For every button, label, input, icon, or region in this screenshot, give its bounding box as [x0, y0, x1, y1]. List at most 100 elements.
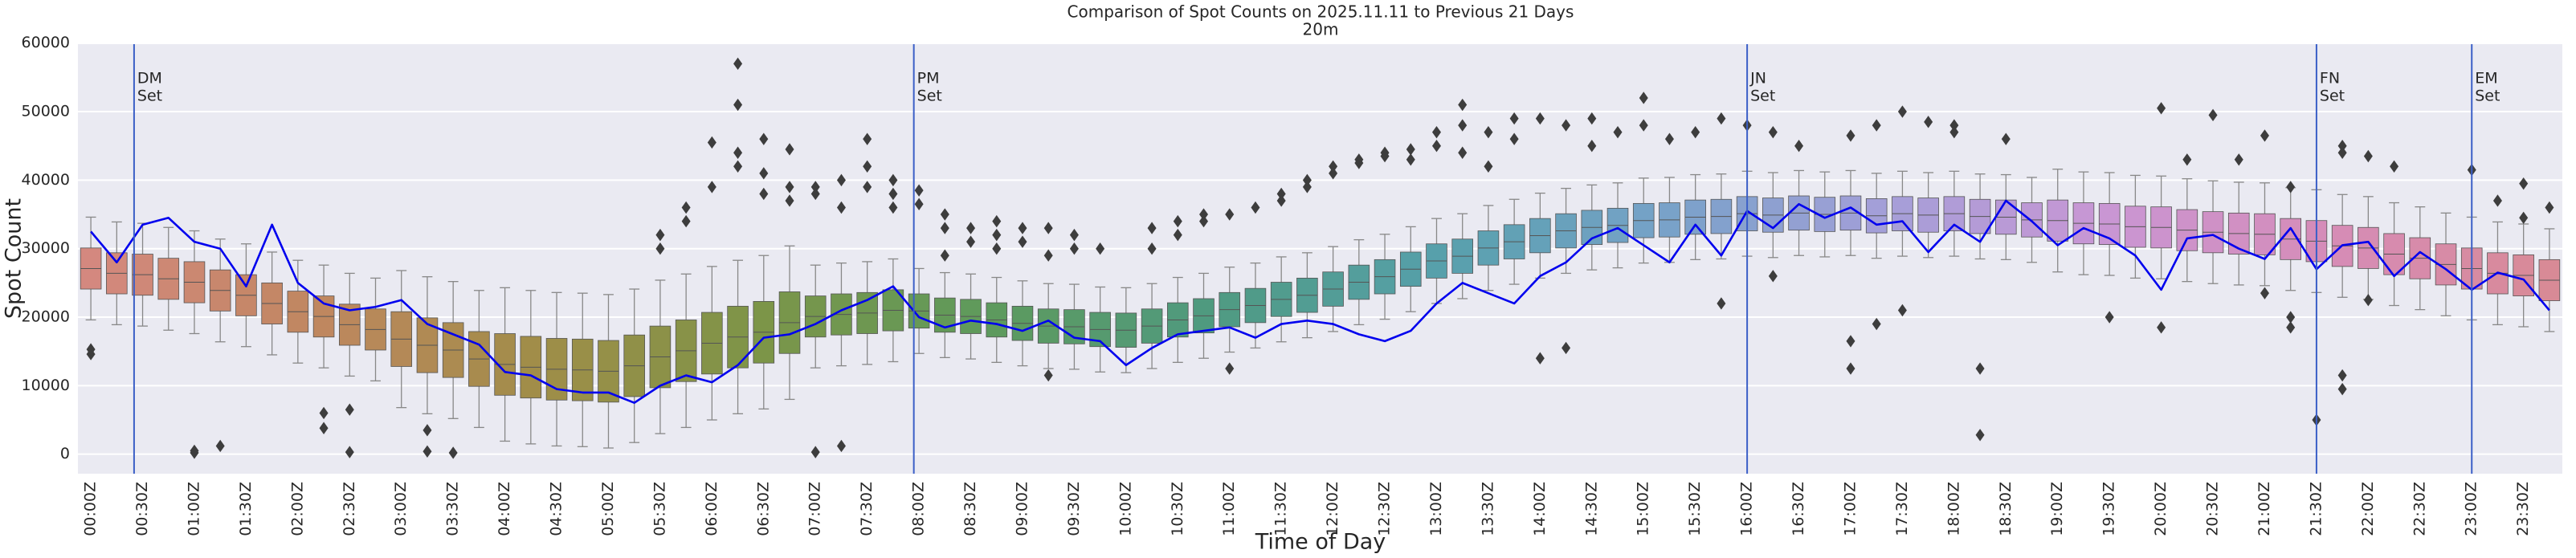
y-tick-label: 40000 [22, 171, 70, 189]
outlier [1302, 181, 1312, 193]
outlier [1431, 140, 1441, 153]
x-tick-label: 19:30Z [2100, 482, 2118, 536]
x-tick-label: 12:30Z [1376, 482, 1394, 536]
outlier [1069, 242, 1079, 255]
outlier [2545, 201, 2554, 214]
marker-label: EM [2475, 70, 2497, 88]
outlier [1043, 222, 1053, 234]
outlier [655, 228, 665, 242]
x-tick-label: 01:00Z [185, 482, 202, 536]
outlier [2208, 108, 2218, 122]
outlier [2337, 140, 2347, 153]
outlier [863, 181, 872, 193]
outlier [2286, 181, 2296, 193]
outlier [733, 98, 743, 112]
outlier [1664, 132, 1674, 145]
outlier [2157, 102, 2166, 115]
x-tick-label: 21:30Z [2307, 482, 2325, 536]
outlier [966, 222, 976, 234]
outlier [1276, 194, 1286, 207]
y-tick-label: 20000 [22, 308, 70, 326]
outlier [1535, 352, 1545, 365]
outlier [1562, 341, 1571, 355]
outlier [1897, 105, 1907, 118]
outlier [1768, 125, 1778, 139]
outlier [836, 439, 846, 453]
outlier [759, 132, 769, 145]
outlier [86, 343, 96, 356]
outlier [1509, 132, 1519, 145]
x-tick-label: 03:30Z [444, 482, 462, 536]
outlier [1458, 119, 1468, 132]
outlier [785, 143, 794, 156]
marker-label: DM [137, 70, 162, 88]
outlier [1768, 270, 1778, 283]
outlier [2001, 132, 2011, 145]
outlier [1069, 228, 1079, 242]
outlier [836, 201, 846, 214]
outlier [992, 214, 1002, 228]
outlier [1225, 362, 1235, 375]
outlier [2363, 293, 2373, 307]
outlier [1975, 362, 1985, 375]
outlier [810, 187, 820, 201]
outlier [1949, 119, 1959, 132]
outlier [319, 406, 329, 420]
x-axis-label: Time of Day [1255, 530, 1386, 555]
x-tick-label: 17:30Z [1893, 482, 1911, 536]
outlier [707, 136, 716, 149]
x-tick-label: 23:00Z [2463, 482, 2480, 536]
marker-label: JN [1749, 70, 1766, 88]
outlier [2337, 369, 2347, 382]
chart-title: Comparison of Spot Counts on 2025.11.11 … [1068, 2, 1574, 22]
outlier [1018, 235, 1027, 248]
outlier [707, 181, 716, 193]
outlier [836, 173, 846, 187]
x-tick-label: 00:30Z [133, 482, 151, 536]
x-tick-label: 04:00Z [496, 482, 513, 536]
outlier [1717, 297, 1726, 310]
outlier [1484, 160, 1493, 173]
outlier [1147, 222, 1157, 234]
outlier [1406, 153, 1415, 166]
outlier [759, 187, 769, 201]
outlier [1329, 167, 1338, 180]
outlier [345, 403, 354, 416]
outlier [1406, 143, 1415, 156]
outlier [2234, 153, 2243, 166]
outlier [914, 184, 924, 197]
outlier [863, 132, 872, 145]
x-tick-label: 15:00Z [1635, 482, 1652, 536]
outlier [733, 57, 743, 71]
outlier [1562, 119, 1571, 132]
outlier [2286, 321, 2296, 334]
outlier [1276, 187, 1286, 201]
x-tick-label: 14:30Z [1582, 482, 1600, 536]
outlier [888, 187, 898, 201]
x-tick-label: 22:30Z [2411, 482, 2428, 536]
outlier [2519, 177, 2529, 190]
outlier [215, 439, 225, 453]
y-tick-label: 60000 [22, 34, 70, 51]
outlier [2260, 129, 2269, 142]
outlier [759, 167, 769, 180]
outlier [1846, 362, 1855, 375]
outlier [1846, 335, 1855, 348]
x-tick-label: 03:00Z [392, 482, 410, 536]
outlier [863, 160, 872, 173]
x-tick-label: 19:00Z [2048, 482, 2066, 536]
y-tick-label: 10000 [22, 377, 70, 394]
outlier [1147, 242, 1157, 255]
outlier [2260, 287, 2269, 299]
outlier [1431, 125, 1441, 139]
outlier [992, 228, 1002, 242]
x-tick-label: 06:30Z [754, 482, 772, 536]
outlier [1043, 369, 1053, 382]
x-tick-label: 13:00Z [1427, 482, 1445, 536]
outlier [1587, 140, 1597, 153]
outlier [888, 201, 898, 214]
outlier [810, 446, 820, 458]
outlier [1949, 125, 1959, 139]
x-tick-label: 05:30Z [651, 482, 668, 536]
outlier [1329, 160, 1338, 173]
